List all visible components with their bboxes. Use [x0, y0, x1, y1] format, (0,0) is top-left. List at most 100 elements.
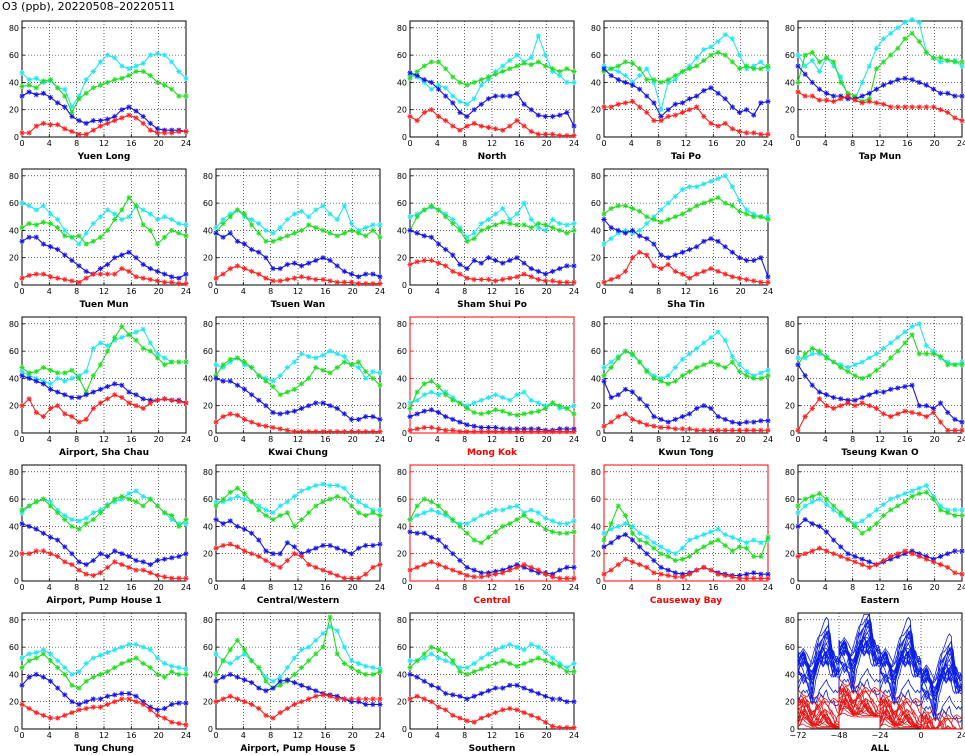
data-point	[284, 364, 290, 371]
data-point	[679, 414, 686, 420]
data-point	[758, 375, 764, 382]
data-point	[249, 246, 255, 253]
series-blue	[601, 216, 771, 280]
x-tick-label: 0	[407, 731, 412, 740]
data-point	[104, 669, 111, 675]
data-point	[356, 575, 362, 581]
panel-title: Tap Mun	[859, 152, 901, 162]
series-red	[213, 411, 383, 435]
data-point	[744, 540, 750, 546]
panel-title: Southern	[469, 744, 516, 754]
data-point	[277, 710, 283, 716]
data-point	[220, 216, 226, 223]
data-point	[450, 216, 456, 223]
data-point	[729, 353, 735, 360]
data-point	[428, 651, 434, 657]
y-tick-label: 80	[9, 468, 19, 477]
data-point	[263, 423, 269, 429]
data-point	[795, 63, 801, 69]
data-point	[809, 548, 815, 554]
data-point	[227, 647, 233, 653]
data-point	[909, 548, 915, 554]
data-point	[428, 378, 434, 384]
data-point	[514, 274, 520, 280]
data-point	[263, 403, 269, 409]
data-point	[147, 227, 153, 234]
data-point	[435, 647, 442, 653]
data-point	[795, 89, 801, 95]
data-point	[622, 512, 628, 519]
x-tick-label: 12	[681, 435, 691, 444]
data-point	[644, 236, 650, 242]
data-point	[959, 419, 965, 425]
data-point	[256, 705, 262, 712]
data-point	[370, 271, 376, 277]
data-point	[521, 660, 527, 667]
data-point	[19, 275, 25, 281]
series-cyan	[19, 641, 189, 678]
data-point	[62, 512, 68, 519]
data-point	[213, 375, 219, 382]
data-point	[564, 699, 570, 705]
data-point	[615, 101, 621, 107]
data-point	[873, 389, 880, 395]
series-line-green	[409, 498, 575, 544]
data-point	[363, 512, 369, 519]
data-point	[492, 126, 499, 132]
data-point	[708, 427, 714, 433]
data-point	[112, 699, 118, 705]
data-point	[298, 488, 305, 494]
data-point	[213, 545, 219, 551]
data-point	[147, 266, 153, 272]
data-point	[97, 123, 104, 129]
data-point	[298, 227, 305, 234]
data-point	[334, 693, 340, 699]
data-point	[492, 71, 499, 77]
data-point	[169, 86, 175, 92]
data-point	[694, 534, 700, 540]
data-point	[601, 423, 607, 429]
data-point	[542, 271, 549, 277]
data-point	[758, 571, 764, 577]
data-point	[19, 238, 25, 244]
data-point	[852, 521, 858, 527]
data-point	[40, 203, 46, 209]
data-point	[629, 389, 636, 395]
data-point	[564, 79, 570, 86]
data-point	[823, 97, 830, 103]
x-tick-label: 12	[293, 731, 303, 740]
data-point	[816, 68, 822, 75]
data-point	[154, 351, 161, 357]
data-point	[47, 381, 54, 387]
data-point	[176, 93, 182, 99]
data-point	[291, 211, 298, 217]
data-point	[370, 375, 376, 382]
data-point	[169, 701, 175, 708]
data-point	[535, 408, 541, 414]
data-point	[435, 685, 442, 691]
data-point	[140, 567, 146, 573]
data-point	[421, 63, 427, 69]
data-point	[320, 352, 326, 358]
data-point	[291, 260, 298, 266]
data-point	[930, 409, 937, 416]
data-point	[557, 660, 563, 667]
data-point	[154, 216, 161, 223]
series-blue	[407, 70, 577, 129]
data-point	[277, 678, 283, 684]
data-point	[535, 644, 541, 650]
data-point	[348, 699, 355, 705]
data-point	[485, 510, 492, 516]
data-point	[234, 493, 240, 499]
data-point	[608, 66, 614, 72]
y-tick-label: 40	[785, 374, 795, 383]
data-point	[47, 274, 54, 280]
data-point	[550, 278, 556, 284]
x-tick-label: 24	[569, 435, 579, 444]
data-point	[457, 419, 463, 425]
data-point	[104, 52, 111, 58]
data-point	[528, 107, 534, 113]
x-tick-label: 16	[126, 287, 136, 296]
